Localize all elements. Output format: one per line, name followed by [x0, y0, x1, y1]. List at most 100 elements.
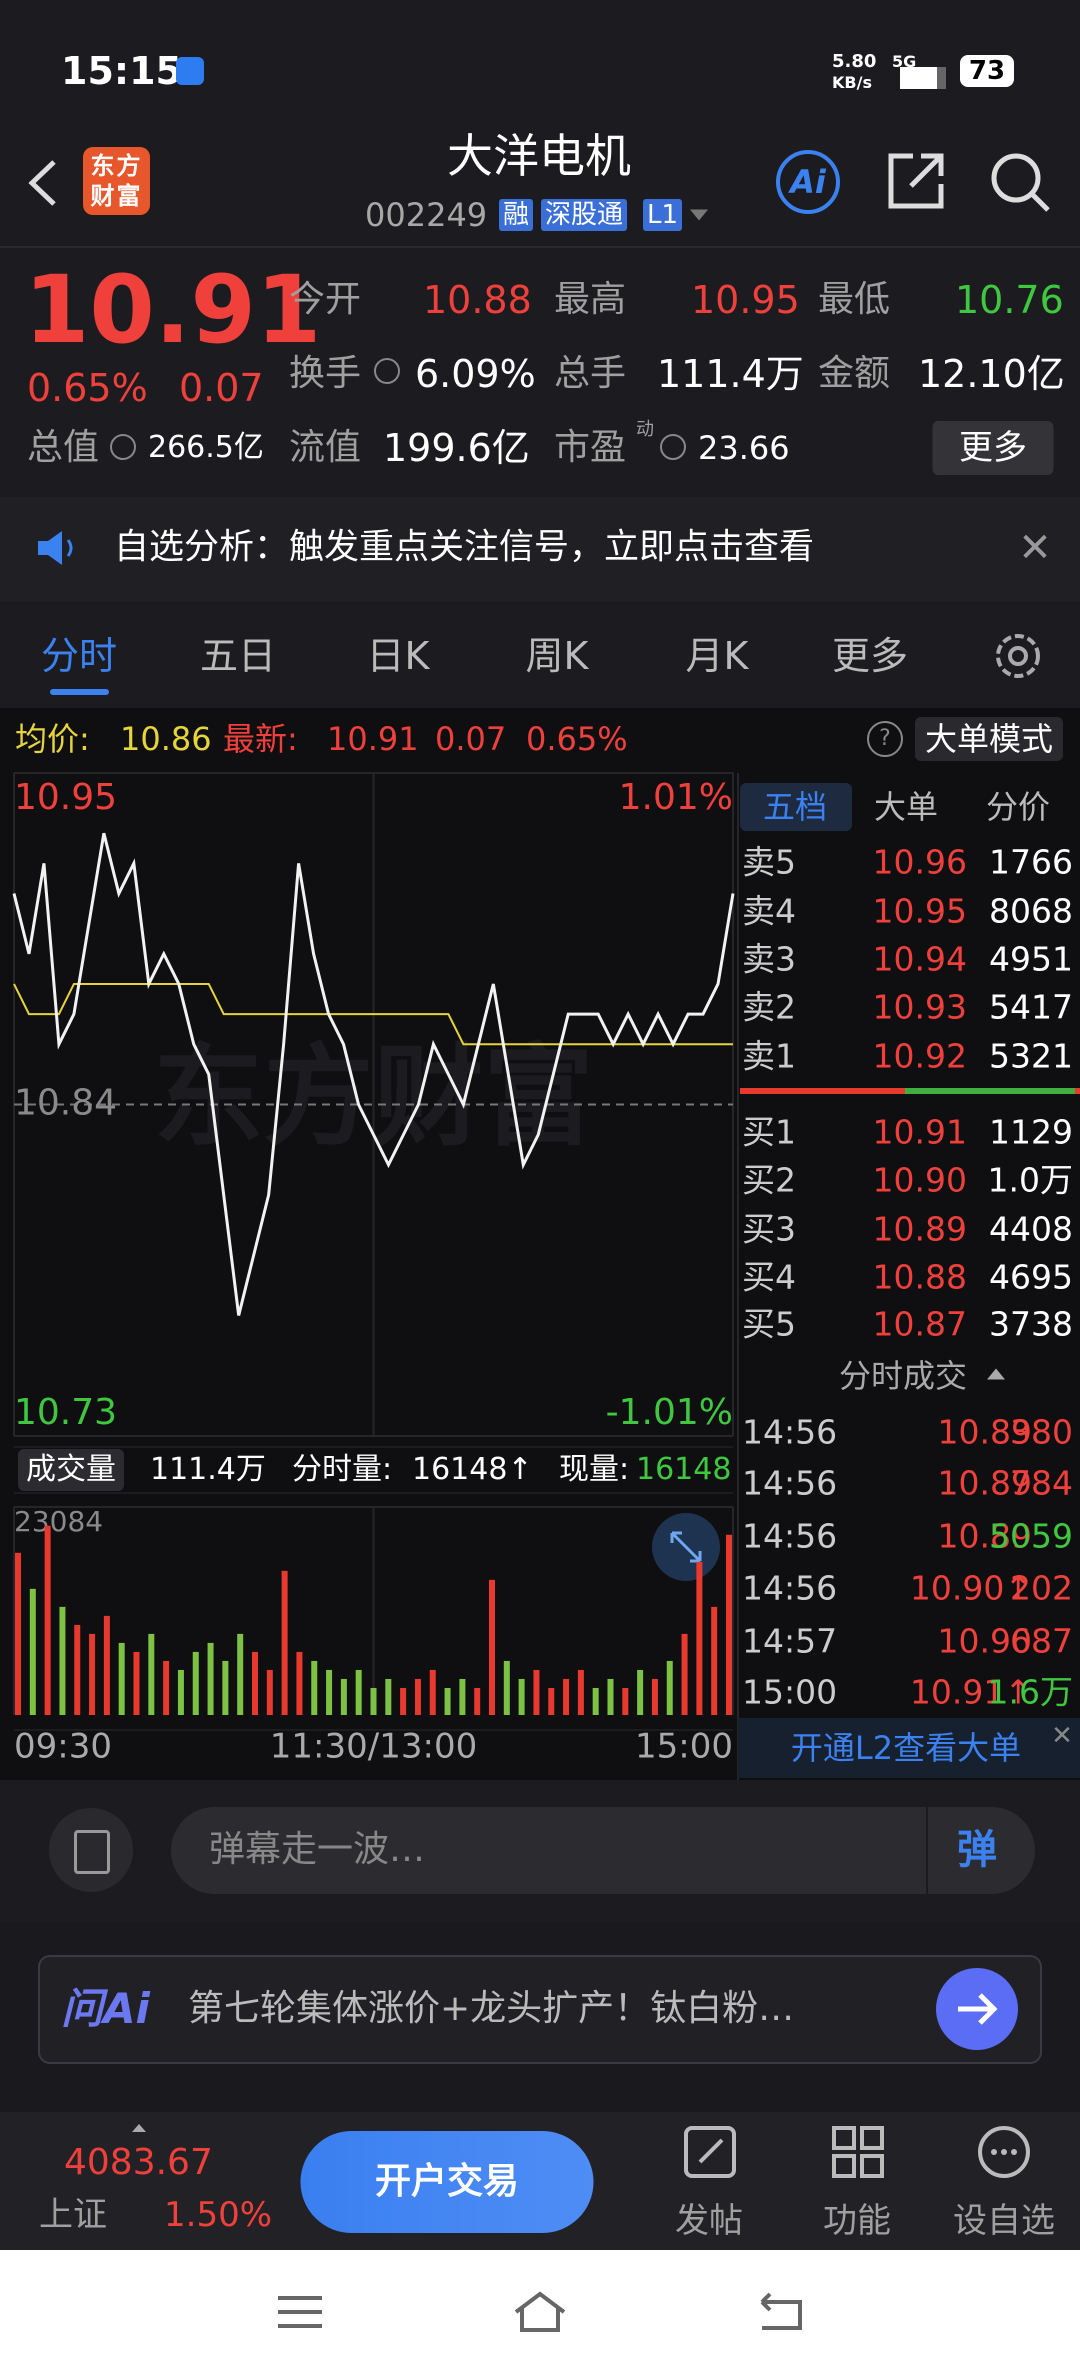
settings-button[interactable] — [992, 630, 1044, 682]
trade-price: 10.89 — [937, 1412, 1032, 1452]
book-tab[interactable]: 分价 — [985, 788, 1051, 826]
input-divider — [926, 1807, 928, 1894]
trade-price: 10.89 — [937, 1516, 1032, 1556]
volume-bar — [44, 1525, 51, 1715]
volume-bar — [326, 1669, 333, 1715]
volume-bar — [15, 1552, 21, 1715]
volume-bar — [177, 1669, 184, 1715]
change: 0.07 — [179, 366, 264, 410]
volume-bar — [74, 1624, 81, 1715]
nav-label[interactable]: 功能 — [823, 2201, 891, 2241]
volume-bar — [459, 1678, 466, 1715]
y-tick-label: 23084 — [14, 1505, 103, 1538]
stat-value: 10.88 — [423, 278, 532, 322]
ai-bar[interactable] — [38, 1955, 1042, 2064]
ai-send[interactable] — [936, 1968, 1018, 2050]
volume-bar — [592, 1687, 599, 1715]
tab[interactable]: 日K — [366, 634, 430, 678]
stat-value: 23.66 — [698, 429, 790, 467]
comment-input[interactable] — [171, 1807, 1035, 1894]
info-icon[interactable] — [660, 434, 686, 460]
volume-bar — [400, 1687, 407, 1715]
nav-label[interactable]: 发帖 — [675, 2201, 743, 2241]
index-pct: 1.50% — [164, 2195, 273, 2235]
nav-label[interactable]: 设自选 — [953, 2201, 1055, 2241]
home-key[interactable] — [512, 2290, 568, 2334]
menu-key[interactable] — [276, 2292, 324, 2332]
trade-volume: 687 — [1010, 1621, 1073, 1661]
net-speed: 5.80 — [832, 51, 877, 72]
stat-label: 金额 — [818, 353, 891, 394]
close-notice[interactable]: ✕ — [1018, 525, 1052, 571]
volume-bar — [489, 1579, 495, 1715]
dropdown[interactable] — [690, 209, 708, 221]
volume-bar — [607, 1678, 614, 1715]
help-icon[interactable]: ? — [867, 721, 903, 757]
ai-button[interactable]: Ai — [776, 150, 840, 214]
volume-bar — [222, 1660, 229, 1715]
book-price: 10.93 — [872, 987, 967, 1027]
l2-link[interactable]: 开通L2查看大单 — [790, 1729, 1022, 1767]
avg-label: 均价: — [15, 720, 90, 758]
volume-bar — [414, 1678, 421, 1715]
volume-bar — [163, 1660, 170, 1715]
volume-title[interactable]: 成交量 — [18, 1449, 124, 1491]
volume-bar — [266, 1669, 273, 1715]
volume-bar — [192, 1651, 199, 1715]
stock-code: 002249 — [365, 196, 488, 234]
network: 5G — [892, 52, 917, 71]
comment-placeholder: 弹幕走一波… — [209, 1829, 426, 1870]
index-value[interactable]: 4083.67 — [64, 2142, 213, 2183]
latest-pct: 0.65% — [526, 720, 628, 758]
volume-bar — [681, 1633, 688, 1715]
stat-value: 6.09% — [415, 352, 536, 396]
book-label: 卖5 — [742, 842, 796, 882]
watch-icon — [978, 2126, 1030, 2178]
volume-bar — [577, 1669, 584, 1715]
tab[interactable]: 周K — [525, 634, 589, 678]
current-label: 现量: — [559, 1452, 630, 1487]
x-tick-label: 11:30/13:00 — [270, 1727, 477, 1767]
y-tick-label: 10.73 — [14, 1392, 117, 1433]
volume-bar — [311, 1660, 318, 1715]
price: 10.91 — [24, 256, 322, 365]
info-icon[interactable] — [374, 358, 400, 384]
book-label: 买3 — [742, 1209, 796, 1249]
notice-text[interactable]: 自选分析：触发重点关注信号，立即点击查看 — [114, 527, 815, 568]
volume-bar — [726, 1534, 732, 1715]
close-l2[interactable]: ✕ — [1051, 1721, 1073, 1751]
tab[interactable]: 月K — [685, 634, 749, 678]
share-button[interactable] — [885, 150, 947, 212]
comment-icon-shape — [74, 1830, 110, 1874]
book-price: 10.95 — [872, 891, 967, 931]
volume-bar — [133, 1651, 140, 1715]
tab[interactable]: 更多 — [831, 634, 909, 678]
back-button[interactable] — [22, 158, 62, 208]
tag: 深股通 — [541, 199, 628, 231]
latest-label: 最新: — [223, 720, 298, 758]
mode-button[interactable]: 大单模式 — [915, 717, 1064, 761]
book-volume: 8068 — [989, 891, 1073, 931]
stat-sup: 动 — [636, 419, 654, 440]
book-price: 10.89 — [872, 1209, 967, 1249]
search-button[interactable] — [988, 150, 1052, 214]
volume-bar — [444, 1687, 451, 1715]
tab[interactable]: 分时 — [40, 634, 118, 678]
tag: L1 — [643, 199, 683, 231]
latest-value: 10.91 — [327, 720, 419, 758]
more-button[interactable]: 更多 — [932, 421, 1054, 475]
danmaku-button[interactable]: 弹 — [957, 1827, 997, 1873]
trades-title[interactable]: 分时成交 — [838, 1357, 968, 1395]
volume-bar — [533, 1669, 540, 1715]
tab[interactable]: 五日 — [199, 634, 277, 678]
book-tab[interactable]: 大单 — [873, 788, 939, 826]
volume-bar — [148, 1633, 155, 1715]
trade-button[interactable]: 开户交易 — [300, 2131, 594, 2233]
info-icon[interactable] — [110, 434, 136, 460]
stat-label: 总值 — [27, 427, 100, 468]
stock-name: 大洋电机 — [447, 129, 631, 183]
book-tab[interactable]: 五档 — [762, 788, 828, 826]
back-key[interactable] — [756, 2292, 806, 2332]
comment-icon[interactable] — [49, 1808, 133, 1892]
